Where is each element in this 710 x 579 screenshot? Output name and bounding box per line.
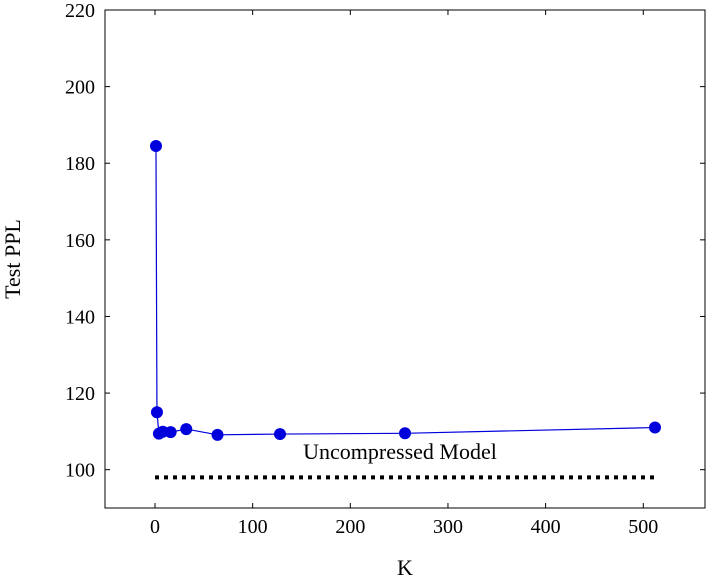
y-tick-label: 140	[65, 306, 95, 328]
y-tick-label: 180	[65, 153, 95, 175]
y-tick-label: 120	[65, 383, 95, 405]
x-tick-label: 100	[238, 516, 268, 538]
plot-frame	[104, 9, 706, 509]
data-point	[649, 421, 661, 434]
x-tick-label: 200	[335, 516, 365, 538]
y-tick-label: 200	[65, 77, 95, 99]
x-tick-label: 0	[150, 516, 160, 538]
series-line	[155, 145, 656, 436]
data-point	[149, 139, 162, 152]
data-point	[274, 428, 286, 441]
data-point	[211, 428, 224, 441]
data-point	[164, 426, 177, 439]
data-point	[150, 406, 163, 419]
reference-line-label: Uncompressed Model	[303, 439, 497, 464]
x-tick-label: 500	[628, 516, 658, 538]
y-tick-label: 100	[65, 460, 95, 482]
x-axis-label: K	[397, 555, 413, 579]
data-point	[180, 423, 193, 436]
y-tick-label: 160	[65, 230, 95, 252]
y-axis-label: Test PPL	[0, 219, 25, 299]
data-point	[399, 427, 411, 440]
x-tick-label: 400	[531, 516, 561, 538]
y-tick-label: 220	[65, 0, 95, 22]
x-tick-label: 300	[433, 516, 463, 538]
